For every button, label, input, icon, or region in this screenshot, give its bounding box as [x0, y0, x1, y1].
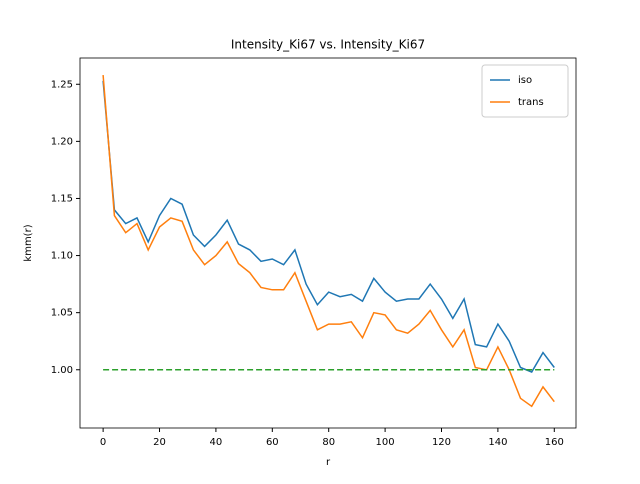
x-tick-label: 0 — [100, 437, 106, 448]
x-axis-label: r — [326, 457, 331, 468]
legend-box — [481, 64, 569, 118]
y-tick-label: 1.05 — [51, 308, 73, 319]
x-tick-label: 140 — [488, 437, 507, 448]
legend-label: trans — [518, 97, 544, 108]
y-axis-label: kmm(r) — [23, 224, 34, 261]
y-tick-label: 1.25 — [51, 79, 73, 90]
x-tick-label: 160 — [545, 437, 564, 448]
series-line — [102, 80, 555, 373]
y-tick-label: 1.20 — [51, 136, 73, 147]
x-tick-label: 120 — [432, 437, 451, 448]
x-tick-label: 40 — [210, 437, 223, 448]
series-line — [102, 75, 555, 408]
y-tick-label: 1.00 — [51, 365, 73, 376]
x-tick-label: 100 — [376, 437, 395, 448]
chart-title: Intensity_Ki67 vs. Intensity_Ki67 — [231, 38, 425, 52]
y-tick-label: 1.10 — [51, 251, 73, 262]
plot-frame — [79, 57, 577, 429]
x-tick-label: 80 — [322, 437, 335, 448]
legend-label: iso — [518, 75, 532, 86]
x-tick-label: 60 — [266, 437, 279, 448]
y-tick-label: 1.15 — [51, 193, 73, 204]
x-tick-label: 20 — [153, 437, 166, 448]
